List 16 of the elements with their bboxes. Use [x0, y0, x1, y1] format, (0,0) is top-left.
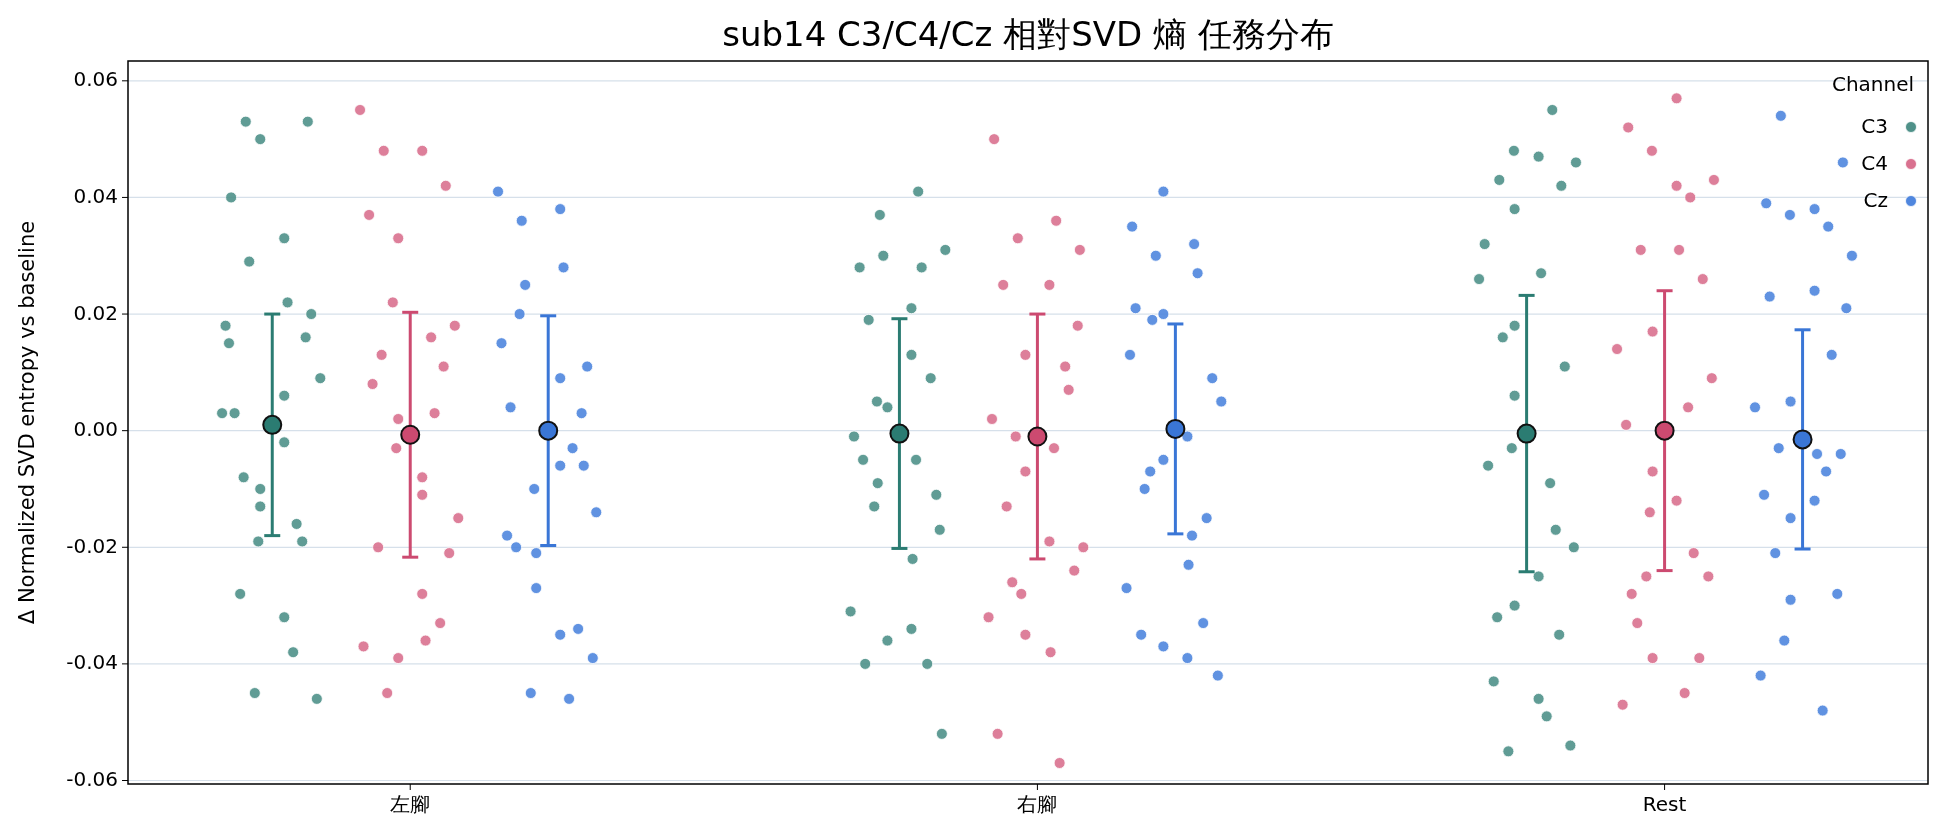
x-tick-label: 左腳 [390, 792, 431, 816]
x-tick-label: 右腳 [1017, 792, 1058, 816]
y-tick-label: -0.02 [66, 533, 118, 558]
y-tick-label: -0.04 [66, 650, 118, 675]
y-tick-label: 0.06 [73, 67, 118, 92]
y-axis-title: Δ Normalized SVD entropy vs baseline [15, 220, 39, 625]
x-tick-label: Rest [1642, 792, 1687, 816]
legend-label: Cz [1863, 187, 1888, 212]
legend-label: C4 [1861, 150, 1888, 175]
y-tick-label: -0.06 [66, 767, 118, 791]
legend-title: Channel [1831, 72, 1915, 96]
y-tick-label: 0.00 [73, 417, 118, 442]
chart-title: sub14 C3/C4/Cz 相對SVD 熵 任務分布 [722, 14, 1334, 54]
y-tick-label: 0.02 [73, 300, 118, 325]
legend-label: C3 [1861, 113, 1888, 138]
y-tick-label: 0.04 [73, 183, 118, 208]
